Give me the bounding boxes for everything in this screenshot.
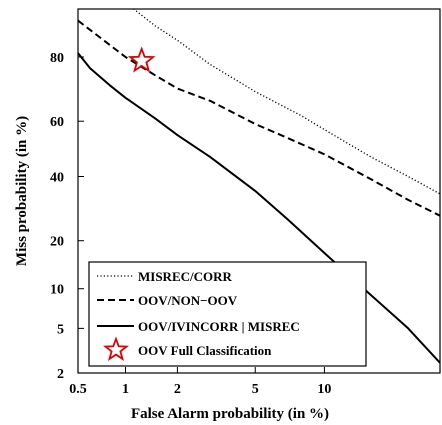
y-tick-label: 2 bbox=[57, 367, 64, 382]
y-axis-title: Miss probability (in %) bbox=[14, 116, 30, 266]
legend-label-2: OOV/NON−OOV bbox=[138, 293, 238, 308]
y-tick-label: 20 bbox=[50, 235, 64, 250]
y-tick-label: 40 bbox=[50, 171, 64, 186]
x-axis: 0.5 1 2 5 10 bbox=[69, 367, 331, 397]
series-1-line bbox=[132, 9, 440, 195]
legend: MISREC/CORR OOV/NON−OOV OOV/IVINCORR | MIS… bbox=[88, 261, 367, 367]
x-tick-label: 1 bbox=[122, 382, 129, 397]
y-tick-label: 5 bbox=[57, 322, 64, 337]
series-3-line bbox=[78, 52, 440, 364]
y-tick-label: 60 bbox=[50, 115, 64, 130]
y-tick-label: 10 bbox=[50, 283, 64, 298]
x-tick-label: 5 bbox=[252, 382, 259, 397]
x-axis-title: False Alarm probability (in %) bbox=[131, 406, 329, 422]
y-axis: 2 5 10 20 40 60 80 bbox=[50, 51, 84, 382]
legend-label-4: OOV Full Classification bbox=[138, 343, 272, 358]
y-tick-label: 80 bbox=[50, 51, 64, 66]
x-tick-label: 2 bbox=[174, 382, 181, 397]
legend-star-swatch bbox=[103, 336, 129, 361]
legend-box bbox=[88, 261, 367, 367]
marker-star-1 bbox=[127, 46, 156, 73]
x-tick-label: 0.5 bbox=[69, 382, 87, 397]
legend-label-1: MISREC/CORR bbox=[138, 269, 233, 284]
legend-label-3: OOV/IVINCORR | MISREC bbox=[138, 319, 300, 334]
det-markers bbox=[127, 46, 156, 73]
x-tick-label: 10 bbox=[317, 382, 331, 397]
